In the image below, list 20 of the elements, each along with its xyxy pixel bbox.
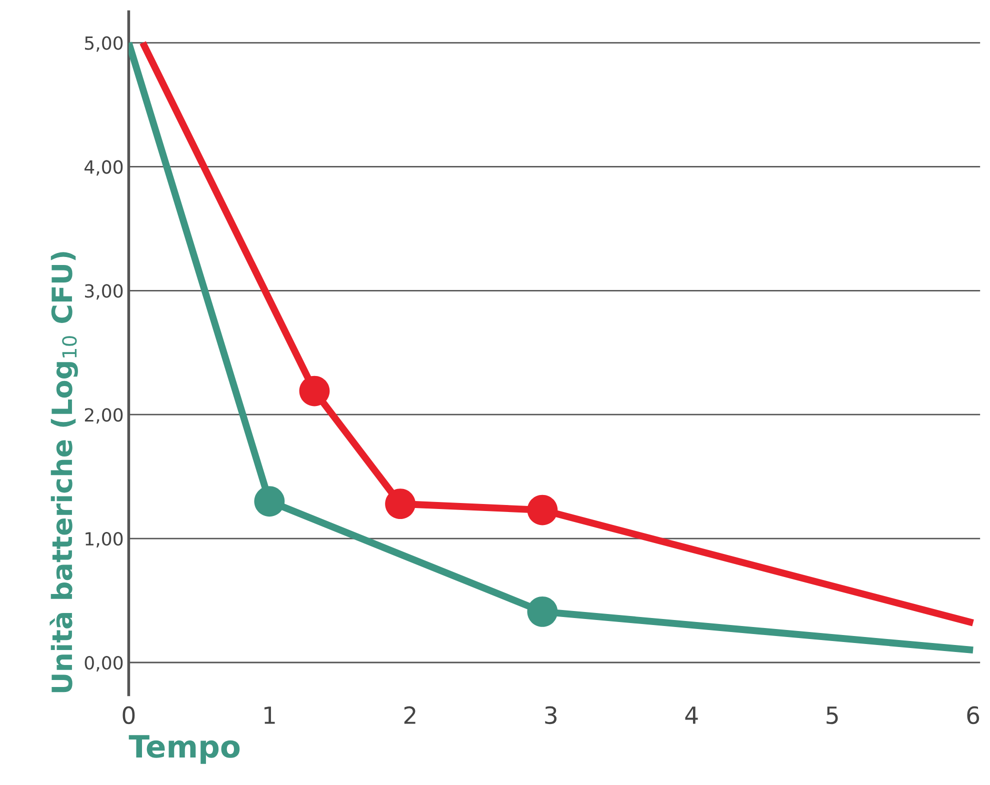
y-tick-label: 4,00 [84, 160, 123, 176]
point [527, 596, 558, 627]
x-tick-label: 0 [122, 706, 135, 724]
y-tick-label: 0,00 [84, 656, 123, 672]
point [527, 494, 558, 526]
y-tick-label: 1,00 [86, 532, 123, 548]
x-tick-label: 2 [404, 706, 416, 724]
point [299, 376, 330, 406]
x-tick-label: 6 [967, 706, 980, 724]
x-tick-label: 5 [826, 706, 838, 724]
x-tick-label: 3 [545, 706, 556, 724]
point [385, 488, 416, 520]
y-axis-title: Unità batteriche (Log$_{10}$ CFU) [50, 252, 78, 692]
x-tick-label: 1 [264, 706, 275, 724]
point [254, 486, 285, 517]
y-tick-label: 3,00 [85, 284, 123, 300]
x-tick-label: 4 [685, 706, 698, 724]
x-axis-title: Tempo [128, 735, 240, 764]
y-tick-label: 5,00 [85, 36, 123, 52]
y-tick-label: 2,00 [84, 408, 123, 424]
